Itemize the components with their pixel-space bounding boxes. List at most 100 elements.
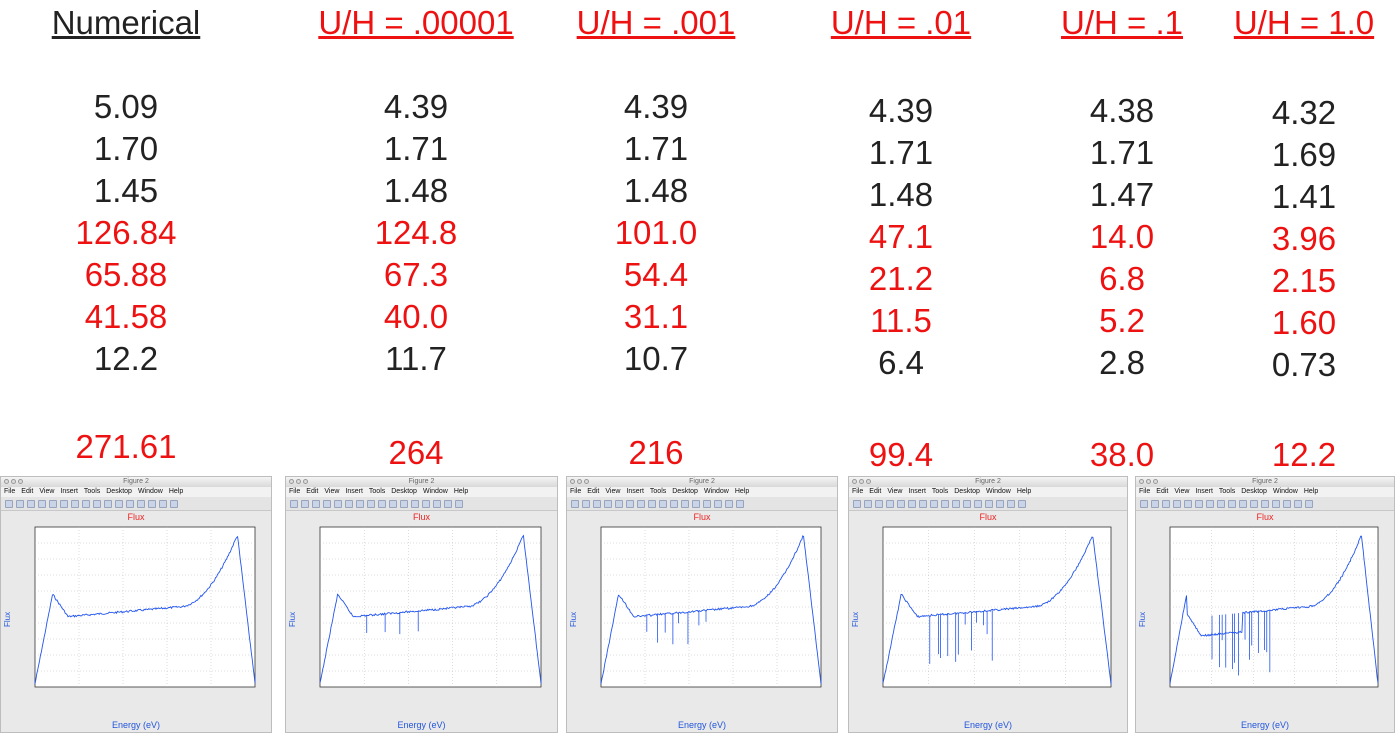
hide-icon[interactable] (444, 499, 452, 508)
menu-item-window[interactable]: Window (137, 488, 163, 495)
brush-icon[interactable] (1250, 499, 1258, 508)
show-icon[interactable] (1018, 499, 1026, 508)
pointer-icon[interactable] (615, 499, 623, 508)
close-icon[interactable] (4, 479, 9, 484)
close-icon[interactable] (1139, 479, 1144, 484)
datacursor-icon[interactable] (1239, 499, 1247, 508)
datacursor-icon[interactable] (389, 499, 397, 508)
pointer-icon[interactable] (1184, 499, 1192, 508)
print-icon[interactable] (604, 499, 612, 508)
datacursor-icon[interactable] (952, 499, 960, 508)
window-titlebar[interactable]: Figure 2 (1, 477, 271, 487)
new-icon[interactable] (5, 499, 13, 508)
figure-window[interactable]: Figure 2 File Edit View Insert Tools Desktop Wi… (1135, 476, 1395, 733)
menu-item-file[interactable]: File (289, 488, 301, 495)
menu-item-insert[interactable]: Insert (1195, 488, 1213, 495)
show-icon[interactable] (455, 499, 463, 508)
window-controls[interactable] (4, 479, 23, 484)
pan-icon[interactable] (1217, 499, 1225, 508)
datacursor-icon[interactable] (104, 499, 112, 508)
close-icon[interactable] (570, 479, 575, 484)
menu-item-edit[interactable]: Edit (587, 488, 600, 495)
menu-item-insert[interactable]: Insert (60, 488, 78, 495)
close-icon[interactable] (289, 479, 294, 484)
link-icon[interactable] (411, 499, 419, 508)
brush-icon[interactable] (681, 499, 689, 508)
menu-item-edit[interactable]: Edit (306, 488, 319, 495)
zoom-in-icon[interactable] (626, 499, 634, 508)
window-titlebar[interactable]: Figure 2 (849, 477, 1127, 487)
zoom-icon[interactable] (18, 479, 23, 484)
open-icon[interactable] (582, 499, 590, 508)
print-icon[interactable] (38, 499, 46, 508)
minimize-icon[interactable] (11, 479, 16, 484)
open-icon[interactable] (16, 499, 24, 508)
new-icon[interactable] (290, 499, 298, 508)
save-icon[interactable] (312, 499, 320, 508)
menu-item-insert[interactable]: Insert (908, 488, 926, 495)
rotate-icon[interactable] (93, 499, 101, 508)
brush-icon[interactable] (115, 499, 123, 508)
window-titlebar[interactable]: Figure 2 (1136, 477, 1394, 487)
menu-item-window[interactable]: Window (422, 488, 448, 495)
flux-plot[interactable] (286, 523, 558, 719)
print-icon[interactable] (886, 499, 894, 508)
hide-icon[interactable] (159, 499, 167, 508)
menu-item-view[interactable]: View (887, 488, 903, 495)
menu-item-help[interactable]: Help (1303, 488, 1319, 495)
menu-item-view[interactable]: View (1174, 488, 1190, 495)
colorbar-icon[interactable] (422, 499, 430, 508)
pan-icon[interactable] (930, 499, 938, 508)
figure-window[interactable]: Figure 2 File Edit View Insert Tools Desktop Wi… (566, 476, 838, 733)
minimize-icon[interactable] (577, 479, 582, 484)
flux-plot[interactable] (849, 523, 1128, 719)
colorbar-icon[interactable] (137, 499, 145, 508)
minimize-icon[interactable] (296, 479, 301, 484)
open-icon[interactable] (864, 499, 872, 508)
rotate-icon[interactable] (1228, 499, 1236, 508)
menu-item-help[interactable]: Help (453, 488, 469, 495)
legend-icon[interactable] (433, 499, 441, 508)
menu-item-file[interactable]: File (852, 488, 864, 495)
zoom-icon[interactable] (303, 479, 308, 484)
hide-icon[interactable] (1007, 499, 1015, 508)
open-icon[interactable] (301, 499, 309, 508)
menu-item-insert[interactable]: Insert (626, 488, 644, 495)
figure-window[interactable]: Figure 2 File Edit View Insert Tools Desktop Wi… (0, 476, 272, 733)
save-icon[interactable] (875, 499, 883, 508)
show-icon[interactable] (170, 499, 178, 508)
zoom-icon[interactable] (866, 479, 871, 484)
figure-window[interactable]: Figure 2 File Edit View Insert Tools Desktop Wi… (285, 476, 558, 733)
menu-item-desktop[interactable]: Desktop (954, 488, 980, 495)
legend-icon[interactable] (1283, 499, 1291, 508)
menu-item-file[interactable]: File (1139, 488, 1151, 495)
pointer-icon[interactable] (49, 499, 57, 508)
menu-item-view[interactable]: View (324, 488, 340, 495)
menu-item-help[interactable]: Help (1016, 488, 1032, 495)
zoom-in-icon[interactable] (60, 499, 68, 508)
colorbar-icon[interactable] (985, 499, 993, 508)
legend-icon[interactable] (714, 499, 722, 508)
new-icon[interactable] (1140, 499, 1148, 508)
flux-plot[interactable] (1, 523, 272, 719)
menu-item-edit[interactable]: Edit (1156, 488, 1169, 495)
rotate-icon[interactable] (659, 499, 667, 508)
zoom-in-icon[interactable] (1195, 499, 1203, 508)
zoom-in-icon[interactable] (345, 499, 353, 508)
zoom-out-icon[interactable] (71, 499, 79, 508)
zoom-icon[interactable] (584, 479, 589, 484)
colorbar-icon[interactable] (703, 499, 711, 508)
window-titlebar[interactable]: Figure 2 (567, 477, 837, 487)
menu-item-window[interactable]: Window (1272, 488, 1298, 495)
print-icon[interactable] (1173, 499, 1181, 508)
menu-item-file[interactable]: File (4, 488, 16, 495)
menu-item-file[interactable]: File (570, 488, 582, 495)
window-controls[interactable] (852, 479, 871, 484)
show-icon[interactable] (736, 499, 744, 508)
zoom-out-icon[interactable] (356, 499, 364, 508)
menu-item-edit[interactable]: Edit (869, 488, 882, 495)
rotate-icon[interactable] (378, 499, 386, 508)
menu-item-view[interactable]: View (39, 488, 55, 495)
colorbar-icon[interactable] (1272, 499, 1280, 508)
zoom-in-icon[interactable] (908, 499, 916, 508)
